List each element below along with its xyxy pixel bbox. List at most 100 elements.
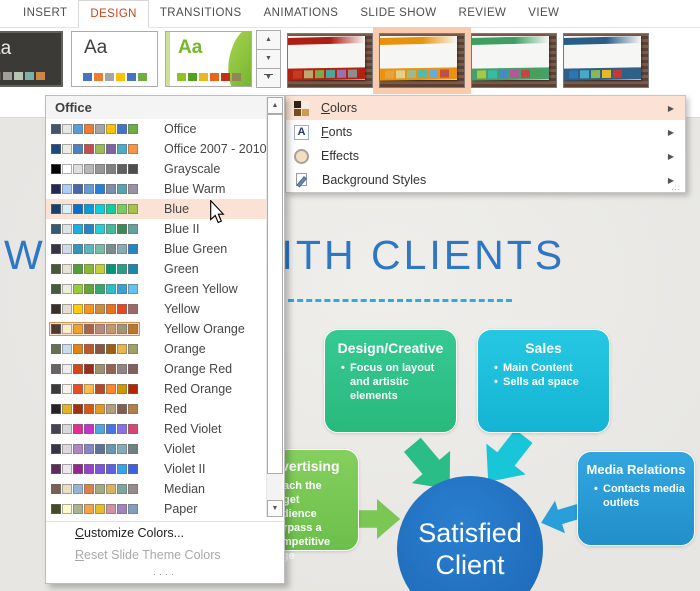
sales-box[interactable]: Sales Main ContentSells ad space <box>477 329 610 433</box>
color-chip <box>602 69 611 79</box>
scheme-swatches <box>49 382 140 396</box>
color-swatch <box>62 304 72 314</box>
gallery-more-button[interactable]: ▼ <box>256 68 281 88</box>
tab-insert[interactable]: INSERT <box>12 0 79 27</box>
variants-gallery: Cu <box>283 28 700 117</box>
color-chip <box>177 73 186 81</box>
color-scheme-median[interactable]: Median <box>46 479 267 499</box>
theme-color-chips <box>83 73 147 81</box>
color-scheme-paper[interactable]: Paper <box>46 499 267 519</box>
theme-thumbnail-dark-theme[interactable]: Aa <box>0 31 63 87</box>
color-swatch <box>117 384 127 394</box>
scheme-swatches <box>49 462 140 476</box>
gallery-scroll-down-button[interactable]: ▼ <box>256 49 281 69</box>
menu-item-background-styles[interactable]: Background Styles ▶ <box>286 168 685 192</box>
color-swatch <box>84 484 94 494</box>
variant-thumbnail-blue[interactable] <box>563 33 649 88</box>
effects-icon <box>294 148 309 164</box>
color-chip <box>613 69 622 78</box>
color-scheme-office-2007-2010[interactable]: Office 2007 - 2010 <box>46 139 267 159</box>
color-chip <box>569 70 578 79</box>
customize-colors-item[interactable]: Customize Colors... <box>75 526 185 540</box>
scroll-down-arrow-icon[interactable]: ▼ <box>267 500 283 517</box>
color-swatch <box>73 204 83 214</box>
theme-thumbnail-office-theme[interactable]: Aa <box>71 31 158 87</box>
dropdown-scrollbar[interactable]: ▲ ▼ <box>266 97 283 517</box>
color-scheme-green-yellow[interactable]: Green Yellow <box>46 279 267 299</box>
color-chip <box>499 70 508 79</box>
color-chip <box>477 70 486 79</box>
color-swatch <box>95 224 105 234</box>
menu-item-effects[interactable]: Effects ▶ <box>286 144 685 168</box>
gallery-scroll-up-button[interactable]: ▲ <box>256 30 281 50</box>
tab-design[interactable]: DESIGN <box>78 0 149 28</box>
color-swatch <box>62 144 72 154</box>
color-swatch <box>117 504 127 514</box>
color-swatch <box>51 464 61 474</box>
color-scheme-red-violet[interactable]: Red Violet <box>46 419 267 439</box>
color-swatch <box>84 244 94 254</box>
color-chip <box>3 72 12 80</box>
color-swatch <box>62 284 72 294</box>
color-chip <box>221 73 230 81</box>
color-scheme-orange[interactable]: Orange <box>46 339 267 359</box>
color-scheme-violet[interactable]: Violet <box>46 439 267 459</box>
tab-transitions[interactable]: TRANSITIONS <box>148 0 253 27</box>
scrollbar-thumb[interactable] <box>267 114 283 474</box>
scheme-label: Violet II <box>164 462 206 476</box>
bullet-item: Main Content <box>494 361 601 375</box>
color-scheme-violet-ii[interactable]: Violet II <box>46 459 267 479</box>
color-swatch <box>62 364 72 374</box>
color-scheme-green[interactable]: Green <box>46 259 267 279</box>
media-relations-box[interactable]: Media Relations Contacts media outlets <box>577 451 695 546</box>
color-scheme-orange-red[interactable]: Orange Red <box>46 359 267 379</box>
menu-item-colors[interactable]: Colors ▶ <box>286 96 685 120</box>
menu-item-fonts[interactable]: A Fonts ▶ <box>286 120 685 144</box>
color-chip <box>488 70 497 79</box>
color-swatch <box>128 384 138 394</box>
color-scheme-blue-green[interactable]: Blue Green <box>46 239 267 259</box>
scheme-label: Blue Green <box>164 242 228 256</box>
color-chip <box>94 73 103 81</box>
color-scheme-office[interactable]: Office <box>46 119 267 139</box>
color-swatch <box>128 224 138 234</box>
color-chip <box>127 73 136 81</box>
reset-slide-theme-colors-item[interactable]: Reset Slide Theme Colors <box>75 548 221 562</box>
color-swatch <box>84 264 94 274</box>
color-swatch <box>84 444 94 454</box>
color-swatch <box>51 284 61 294</box>
color-scheme-yellow[interactable]: Yellow <box>46 299 267 319</box>
color-swatch <box>51 444 61 454</box>
color-chip <box>83 73 92 81</box>
color-scheme-blue-ii[interactable]: Blue II <box>46 219 267 239</box>
variant-thumbnail-green[interactable] <box>471 33 557 88</box>
color-scheme-grayscale[interactable]: Grayscale <box>46 159 267 179</box>
scheme-swatches <box>49 182 140 196</box>
satisfied-client-circle[interactable]: Satisfied Client <box>397 476 543 591</box>
tab-view[interactable]: VIEW <box>517 0 571 27</box>
color-swatch <box>84 164 94 174</box>
color-scheme-red-orange[interactable]: Red Orange <box>46 379 267 399</box>
tab-slide-show[interactable]: SLIDE SHOW <box>349 0 448 27</box>
color-chip <box>510 69 519 79</box>
color-chip <box>293 70 302 79</box>
color-swatch <box>84 324 94 334</box>
tab-animations[interactable]: ANIMATIONS <box>252 0 350 27</box>
variant-thumbnail-orange[interactable] <box>379 33 465 88</box>
color-chip <box>232 73 241 81</box>
scroll-up-arrow-icon[interactable]: ▲ <box>267 97 283 114</box>
tab-review[interactable]: REVIEW <box>447 0 518 27</box>
color-scheme-blue[interactable]: Blue <box>46 199 267 219</box>
theme-thumbnail-facet-theme[interactable]: Aa <box>165 31 252 87</box>
variant-thumbnail-red[interactable] <box>287 33 373 88</box>
color-scheme-yellow-orange[interactable]: Yellow Orange <box>46 319 267 339</box>
design-creative-box[interactable]: Design/Creative Focus on layout and arti… <box>324 329 457 433</box>
color-scheme-blue-warm[interactable]: Blue Warm <box>46 179 267 199</box>
color-swatch <box>84 404 94 414</box>
color-swatch <box>51 144 61 154</box>
scheme-label: Red Violet <box>164 422 222 436</box>
color-scheme-red[interactable]: Red <box>46 399 267 419</box>
color-swatch <box>106 384 116 394</box>
color-swatch <box>95 304 105 314</box>
color-swatch <box>128 324 138 334</box>
